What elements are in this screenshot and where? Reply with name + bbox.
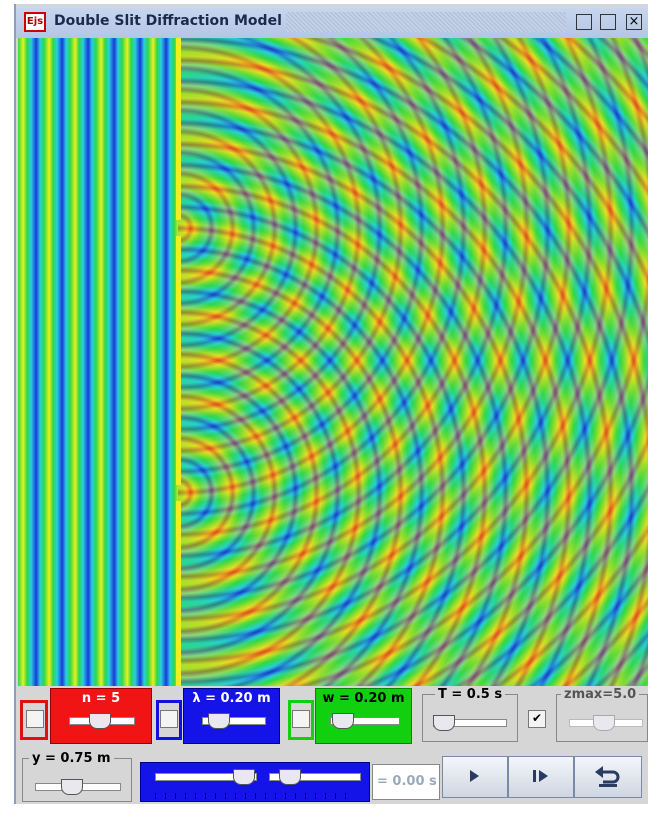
barrier [176,501,181,686]
wavelength-panel: λ = 0.20 m [183,688,280,744]
slit-wave-2 [178,38,648,686]
y-label: y = 0.75 m [29,751,114,766]
y-slider-thumb[interactable] [61,779,83,795]
zmax-panel: zmax=5.0 [556,687,648,742]
wavelength-slider[interactable] [202,717,266,725]
width-color-box [288,700,314,740]
range-slider-1-thumb[interactable] [233,769,255,785]
zmax-label: zmax=5.0 [561,687,640,702]
width-slider-thumb[interactable] [332,713,354,729]
period-panel: T = 0.5 s [422,687,518,742]
incident-wave [18,38,178,686]
width-panel: w = 0.20 m [315,688,412,744]
width-slider[interactable] [330,717,400,725]
wave-field [18,38,648,686]
y-panel: y = 0.75 m [22,751,132,802]
range-slider-2-thumb[interactable] [279,769,301,785]
title-bar: Ejs Double Slit Diffraction Model × [16,6,648,38]
zmax-slider-thumb[interactable] [593,715,615,731]
app-icon: Ejs [24,12,46,32]
period-slider-thumb[interactable] [433,715,455,731]
close-button[interactable]: × [626,14,642,30]
play-button[interactable] [442,756,508,798]
n-label: n = 5 [81,691,121,706]
barrier [176,38,181,220]
reset-icon [595,766,620,787]
period-label: T = 0.5 s [435,687,506,702]
maximize-button[interactable] [600,14,616,30]
wavelength-slider-thumb[interactable] [208,713,230,729]
width-checkbox[interactable] [292,710,310,728]
width-label: w = 0.20 m [322,691,405,706]
n-checkbox[interactable] [26,710,44,728]
wavelength-color-box [156,700,182,740]
n-panel: n = 5 [50,688,152,744]
time-field: = 0.00 s [372,764,440,800]
n-color-box [20,700,48,740]
step-icon [533,770,548,782]
step-button[interactable] [508,756,574,798]
range-panel [140,762,370,802]
reset-button[interactable] [574,756,642,798]
wavelength-checkbox[interactable] [160,710,178,728]
barrier [176,236,181,485]
range-slider-1[interactable] [155,773,257,781]
zmax-checkbox[interactable]: ✔ [528,710,546,728]
play-icon [470,770,479,782]
title-texture [286,12,566,32]
range-slider-2[interactable] [269,773,361,781]
minimize-button[interactable] [576,14,592,30]
tick-marks [155,793,355,799]
n-slider-thumb[interactable] [89,713,111,729]
wavelength-label: λ = 0.20 m [192,691,271,706]
window-title: Double Slit Diffraction Model [54,13,282,29]
